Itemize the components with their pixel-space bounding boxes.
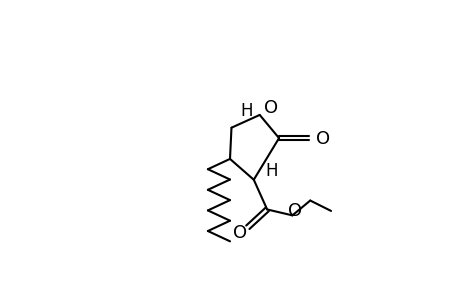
Text: O: O	[263, 99, 278, 117]
Text: H: H	[265, 162, 278, 180]
Text: O: O	[233, 224, 247, 242]
Text: O: O	[315, 130, 330, 148]
Text: H: H	[240, 102, 252, 120]
Text: O: O	[287, 202, 301, 220]
